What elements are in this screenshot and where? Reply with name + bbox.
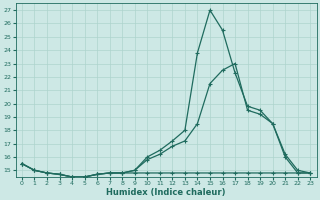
- X-axis label: Humidex (Indice chaleur): Humidex (Indice chaleur): [106, 188, 226, 197]
